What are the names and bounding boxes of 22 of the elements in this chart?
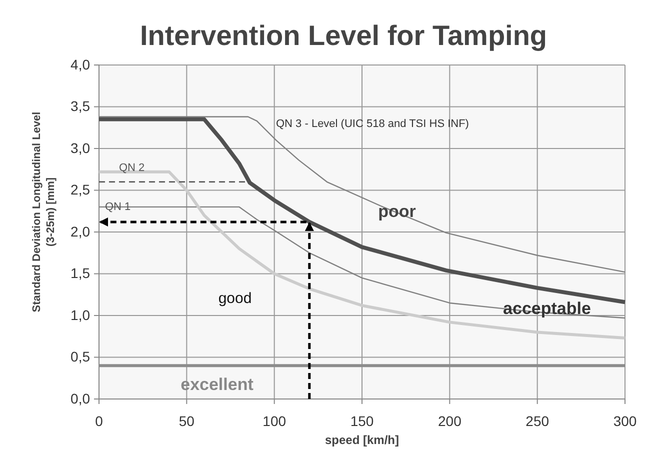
y-tick-label: 0,0 bbox=[70, 390, 90, 406]
x-tick-label: 0 bbox=[95, 412, 104, 429]
x-tick-label: 100 bbox=[262, 412, 286, 429]
x-tick-label: 300 bbox=[613, 412, 637, 429]
annotation: QN 3 - Level (UIC 518 and TSI HS INF) bbox=[276, 118, 469, 130]
x-axis-title: speed [km/h] bbox=[324, 433, 400, 447]
y-tick-label: 1,5 bbox=[70, 265, 90, 282]
y-tick-label: 2,5 bbox=[70, 182, 90, 198]
annotation: QN 2 bbox=[119, 162, 145, 174]
x-tick-label: 250 bbox=[526, 412, 550, 429]
y-tick-label: 0,5 bbox=[70, 348, 90, 365]
x-tick-label: 150 bbox=[350, 412, 374, 429]
x-tick-label: 200 bbox=[438, 412, 462, 429]
y-tick-label: 3,0 bbox=[70, 140, 90, 156]
x-tick-label: 50 bbox=[178, 412, 195, 429]
y-tick-label: 4,0 bbox=[70, 56, 90, 72]
chart-title: Intervention Level for Tamping bbox=[140, 20, 548, 51]
y-tick-label: 2,0 bbox=[70, 223, 90, 240]
annotation: good bbox=[218, 290, 252, 307]
y-tick-label: 3,5 bbox=[70, 98, 90, 114]
y-axis-title: Standard Deviation Longitudinal Level (3-25m) [mm] bbox=[31, 112, 57, 312]
y-tick-label: 1,0 bbox=[70, 306, 90, 323]
